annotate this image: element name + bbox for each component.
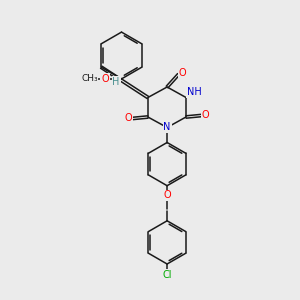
- Text: NH: NH: [187, 87, 202, 97]
- Text: O: O: [124, 113, 132, 124]
- Text: CH₃: CH₃: [81, 74, 98, 83]
- Text: O: O: [178, 68, 186, 78]
- Text: O: O: [202, 110, 209, 121]
- Text: O: O: [163, 190, 171, 200]
- Text: H: H: [112, 77, 120, 87]
- Text: Cl: Cl: [162, 269, 172, 280]
- Text: O: O: [101, 74, 109, 84]
- Text: N: N: [164, 122, 171, 133]
